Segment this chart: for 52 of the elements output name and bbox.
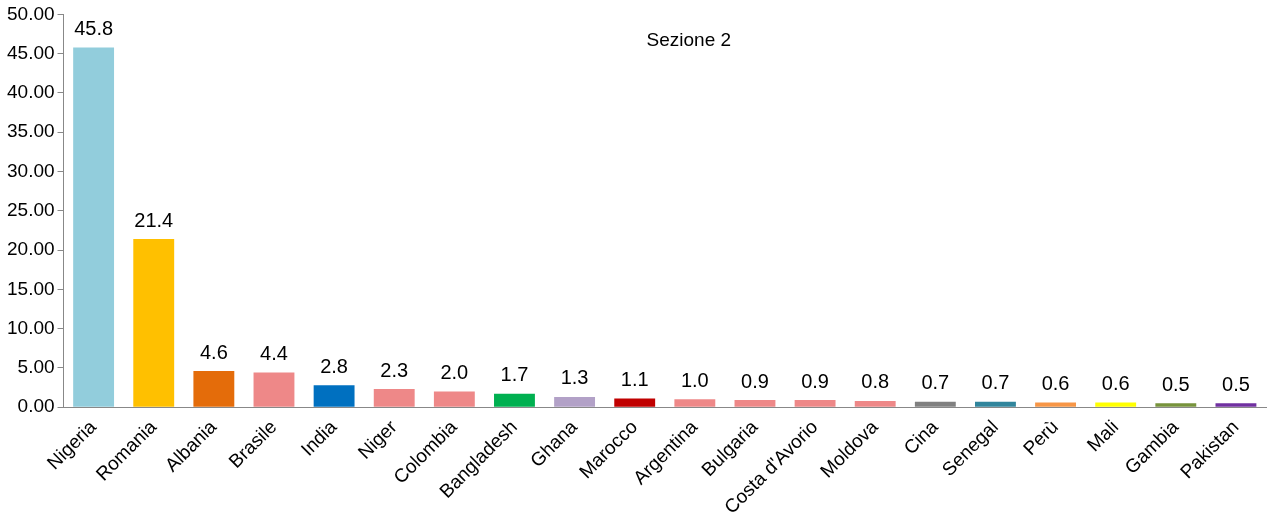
data-label: 0.9 bbox=[801, 369, 829, 392]
bar bbox=[73, 47, 115, 407]
bar bbox=[313, 385, 355, 407]
data-label: 45.8 bbox=[74, 16, 114, 39]
data-label: 0.9 bbox=[741, 369, 769, 392]
data-label: 2.8 bbox=[320, 354, 348, 377]
y-tick-label: 45.00 bbox=[7, 41, 55, 63]
data-label: 0.6 bbox=[1101, 371, 1130, 394]
bar bbox=[854, 400, 896, 407]
data-label: 0.5 bbox=[1161, 372, 1190, 395]
y-tick-label: 35.00 bbox=[7, 120, 55, 142]
bar bbox=[734, 400, 776, 407]
bar bbox=[554, 396, 596, 407]
y-tick-label: 50.00 bbox=[7, 2, 55, 24]
bar bbox=[133, 239, 175, 407]
data-label: 1.1 bbox=[620, 368, 649, 391]
data-label: 2.0 bbox=[440, 360, 469, 383]
data-label: 4.6 bbox=[199, 340, 228, 363]
bar bbox=[674, 399, 716, 407]
data-label: 0.8 bbox=[861, 370, 890, 393]
data-label: 2.3 bbox=[380, 358, 409, 381]
data-label: 0.5 bbox=[1222, 372, 1250, 395]
data-label: 1.7 bbox=[500, 363, 529, 386]
x-tick-label: Cina bbox=[899, 415, 943, 459]
data-label: 1.3 bbox=[560, 366, 589, 389]
data-label: 0.7 bbox=[921, 371, 950, 394]
y-tick-label: 30.00 bbox=[7, 159, 55, 181]
bar bbox=[373, 389, 415, 407]
data-label: 0.6 bbox=[1041, 371, 1070, 394]
data-label: 21.4 bbox=[134, 208, 174, 231]
bar bbox=[494, 393, 535, 407]
y-tick-label: 25.00 bbox=[7, 199, 55, 221]
y-tick-label: 5.00 bbox=[17, 356, 55, 378]
bar bbox=[614, 398, 656, 407]
y-tick-label: 40.00 bbox=[7, 81, 55, 103]
text: Sezione 2 bbox=[646, 29, 732, 51]
y-tick-label: 10.00 bbox=[7, 316, 55, 338]
bar bbox=[975, 401, 1016, 407]
y-tick-label: 15.00 bbox=[7, 277, 55, 299]
bar bbox=[1095, 402, 1137, 407]
bar bbox=[1035, 402, 1077, 407]
data-label: 4.4 bbox=[260, 342, 288, 365]
bar bbox=[1155, 403, 1197, 407]
bar bbox=[433, 391, 475, 407]
bar bbox=[794, 400, 836, 407]
y-tick-label: 0.00 bbox=[17, 395, 55, 417]
data-label: 1.0 bbox=[680, 368, 709, 391]
bar bbox=[1215, 403, 1257, 407]
data-label: 0.7 bbox=[981, 371, 1010, 394]
bar bbox=[193, 371, 235, 407]
y-tick-label: 20.00 bbox=[7, 238, 55, 260]
bar bbox=[253, 372, 295, 407]
